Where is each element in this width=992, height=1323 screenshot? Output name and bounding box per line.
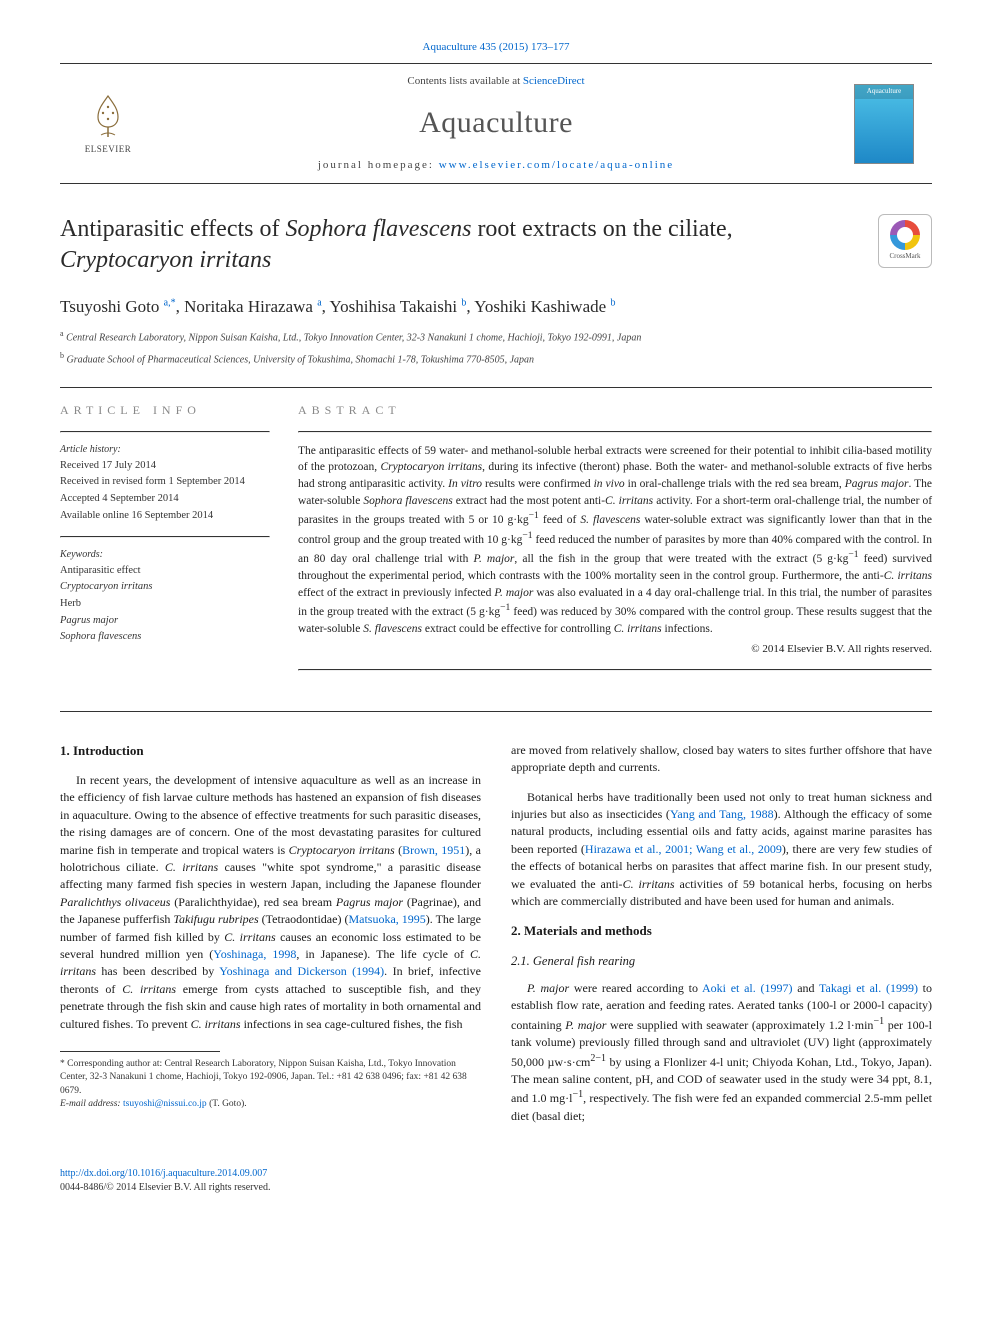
contents-text: Contents lists available at <box>407 75 522 87</box>
info-divider-2 <box>60 536 270 538</box>
divider-body <box>60 711 932 712</box>
history-received: Received 17 July 2014 <box>60 459 270 474</box>
homepage-label: journal homepage: <box>318 159 439 171</box>
info-divider-1 <box>60 431 270 433</box>
email-link[interactable]: tsuyoshi@nissui.co.jp <box>123 1099 207 1109</box>
keyword-3: Herb <box>60 597 270 612</box>
section-methods-heading: 2. Materials and methods <box>511 922 932 940</box>
abstract-copyright: © 2014 Elsevier B.V. All rights reserved… <box>298 642 932 657</box>
elsevier-tree-icon <box>83 91 133 141</box>
abstract-bottom-divider <box>298 669 932 671</box>
crossmark-icon <box>890 220 920 250</box>
journal-citation: Aquaculture 435 (2015) 173–177 <box>60 40 932 55</box>
journal-homepage-line: journal homepage: www.elsevier.com/locat… <box>138 158 854 173</box>
col2-paragraph-2: Botanical herbs have traditionally been … <box>511 789 932 911</box>
journal-name: Aquaculture <box>138 102 854 144</box>
aff-a-text: Central Research Laboratory, Nippon Suis… <box>64 333 642 344</box>
crossmark-badge[interactable]: CrossMark <box>878 214 932 268</box>
affiliation-a: a Central Research Laboratory, Nippon Su… <box>60 328 932 345</box>
keywords-label: Keywords: <box>60 548 270 562</box>
methods-paragraph-1: P. major were reared according to Aoki e… <box>511 980 932 1125</box>
affiliation-b: b Graduate School of Pharmaceutical Scie… <box>60 350 932 367</box>
intro-paragraph-1: In recent years, the development of inte… <box>60 772 481 1033</box>
article-info-column: ARTICLE INFO Article history: Received 1… <box>60 402 270 681</box>
history-online: Available online 16 September 2014 <box>60 509 270 524</box>
author-1: Tsuyoshi Goto <box>60 297 164 316</box>
issn-copyright: 0044-8486/© 2014 Elsevier B.V. All right… <box>60 1182 270 1193</box>
homepage-link[interactable]: www.elsevier.com/locate/aqua-online <box>439 159 674 171</box>
email-tail: (T. Goto). <box>207 1099 247 1109</box>
keyword-4-text: Pagrus major <box>60 615 118 626</box>
title-species-2: Cryptocaryon irritans <box>60 247 271 273</box>
col2-continuation: are moved from relatively shallow, close… <box>511 742 932 777</box>
elsevier-logo: ELSEVIER <box>78 89 138 159</box>
author-list: Tsuyoshi Goto a,*, Noritaka Hirazawa a, … <box>60 295 932 319</box>
article-title: Antiparasitic effects of Sophora flavesc… <box>60 214 878 276</box>
abstract-column: ABSTRACT The antiparasitic effects of 59… <box>298 402 932 681</box>
title-pre: Antiparasitic effects of <box>60 216 285 242</box>
author-4-aff[interactable]: b <box>610 297 615 308</box>
divider-top <box>60 387 932 388</box>
keyword-5: Sophora flavescens <box>60 630 270 645</box>
doi-link[interactable]: http://dx.doi.org/10.1016/j.aquaculture.… <box>60 1168 267 1179</box>
journal-header: ELSEVIER Contents lists available at Sci… <box>60 63 932 184</box>
keyword-4: Pagrus major <box>60 614 270 629</box>
aff-b-text: Graduate School of Pharmaceutical Scienc… <box>64 354 534 365</box>
keyword-2-text: Cryptocaryon irritans <box>60 581 152 592</box>
history-label: Article history: <box>60 443 270 457</box>
keyword-5-text: Sophora flavescens <box>60 631 141 642</box>
author-4: , Yoshiki Kashiwade <box>466 297 610 316</box>
author-2: , Noritaka Hirazawa <box>176 297 318 316</box>
crossmark-label: CrossMark <box>889 252 920 262</box>
abstract-heading: ABSTRACT <box>298 402 932 419</box>
keyword-1: Antiparasitic effect <box>60 564 270 579</box>
corresponding-author-footnote: * Corresponding author at: Central Resea… <box>60 1058 481 1098</box>
footnote-rule <box>60 1051 220 1052</box>
email-label: E-mail address: <box>60 1099 123 1109</box>
subsection-rearing-heading: 2.1. General fish rearing <box>511 953 932 971</box>
contents-available-line: Contents lists available at ScienceDirec… <box>138 74 854 89</box>
author-1-aff[interactable]: a,* <box>164 297 176 308</box>
title-mid: root extracts on the ciliate, <box>471 216 732 242</box>
history-revised: Received in revised form 1 September 201… <box>60 475 270 490</box>
section-intro-heading: 1. Introduction <box>60 742 481 760</box>
author-3: , Yoshihisa Takaishi <box>322 297 462 316</box>
keyword-2: Cryptocaryon irritans <box>60 580 270 595</box>
journal-cover-thumbnail: Aquaculture <box>854 84 914 164</box>
history-accepted: Accepted 4 September 2014 <box>60 492 270 507</box>
email-footnote: E-mail address: tsuyoshi@nissui.co.jp (T… <box>60 1098 481 1111</box>
right-column: are moved from relatively shallow, close… <box>511 742 932 1137</box>
cover-title: Aquaculture <box>855 85 913 99</box>
title-species-1: Sophora flavescens <box>285 216 471 242</box>
abstract-text: The antiparasitic effects of 59 water- a… <box>298 443 932 638</box>
sciencedirect-link[interactable]: ScienceDirect <box>523 75 585 87</box>
footer-block: http://dx.doi.org/10.1016/j.aquaculture.… <box>60 1167 932 1195</box>
publisher-name: ELSEVIER <box>85 143 132 156</box>
article-info-heading: ARTICLE INFO <box>60 402 270 419</box>
left-column: 1. Introduction In recent years, the dev… <box>60 742 481 1137</box>
abstract-divider <box>298 431 932 433</box>
